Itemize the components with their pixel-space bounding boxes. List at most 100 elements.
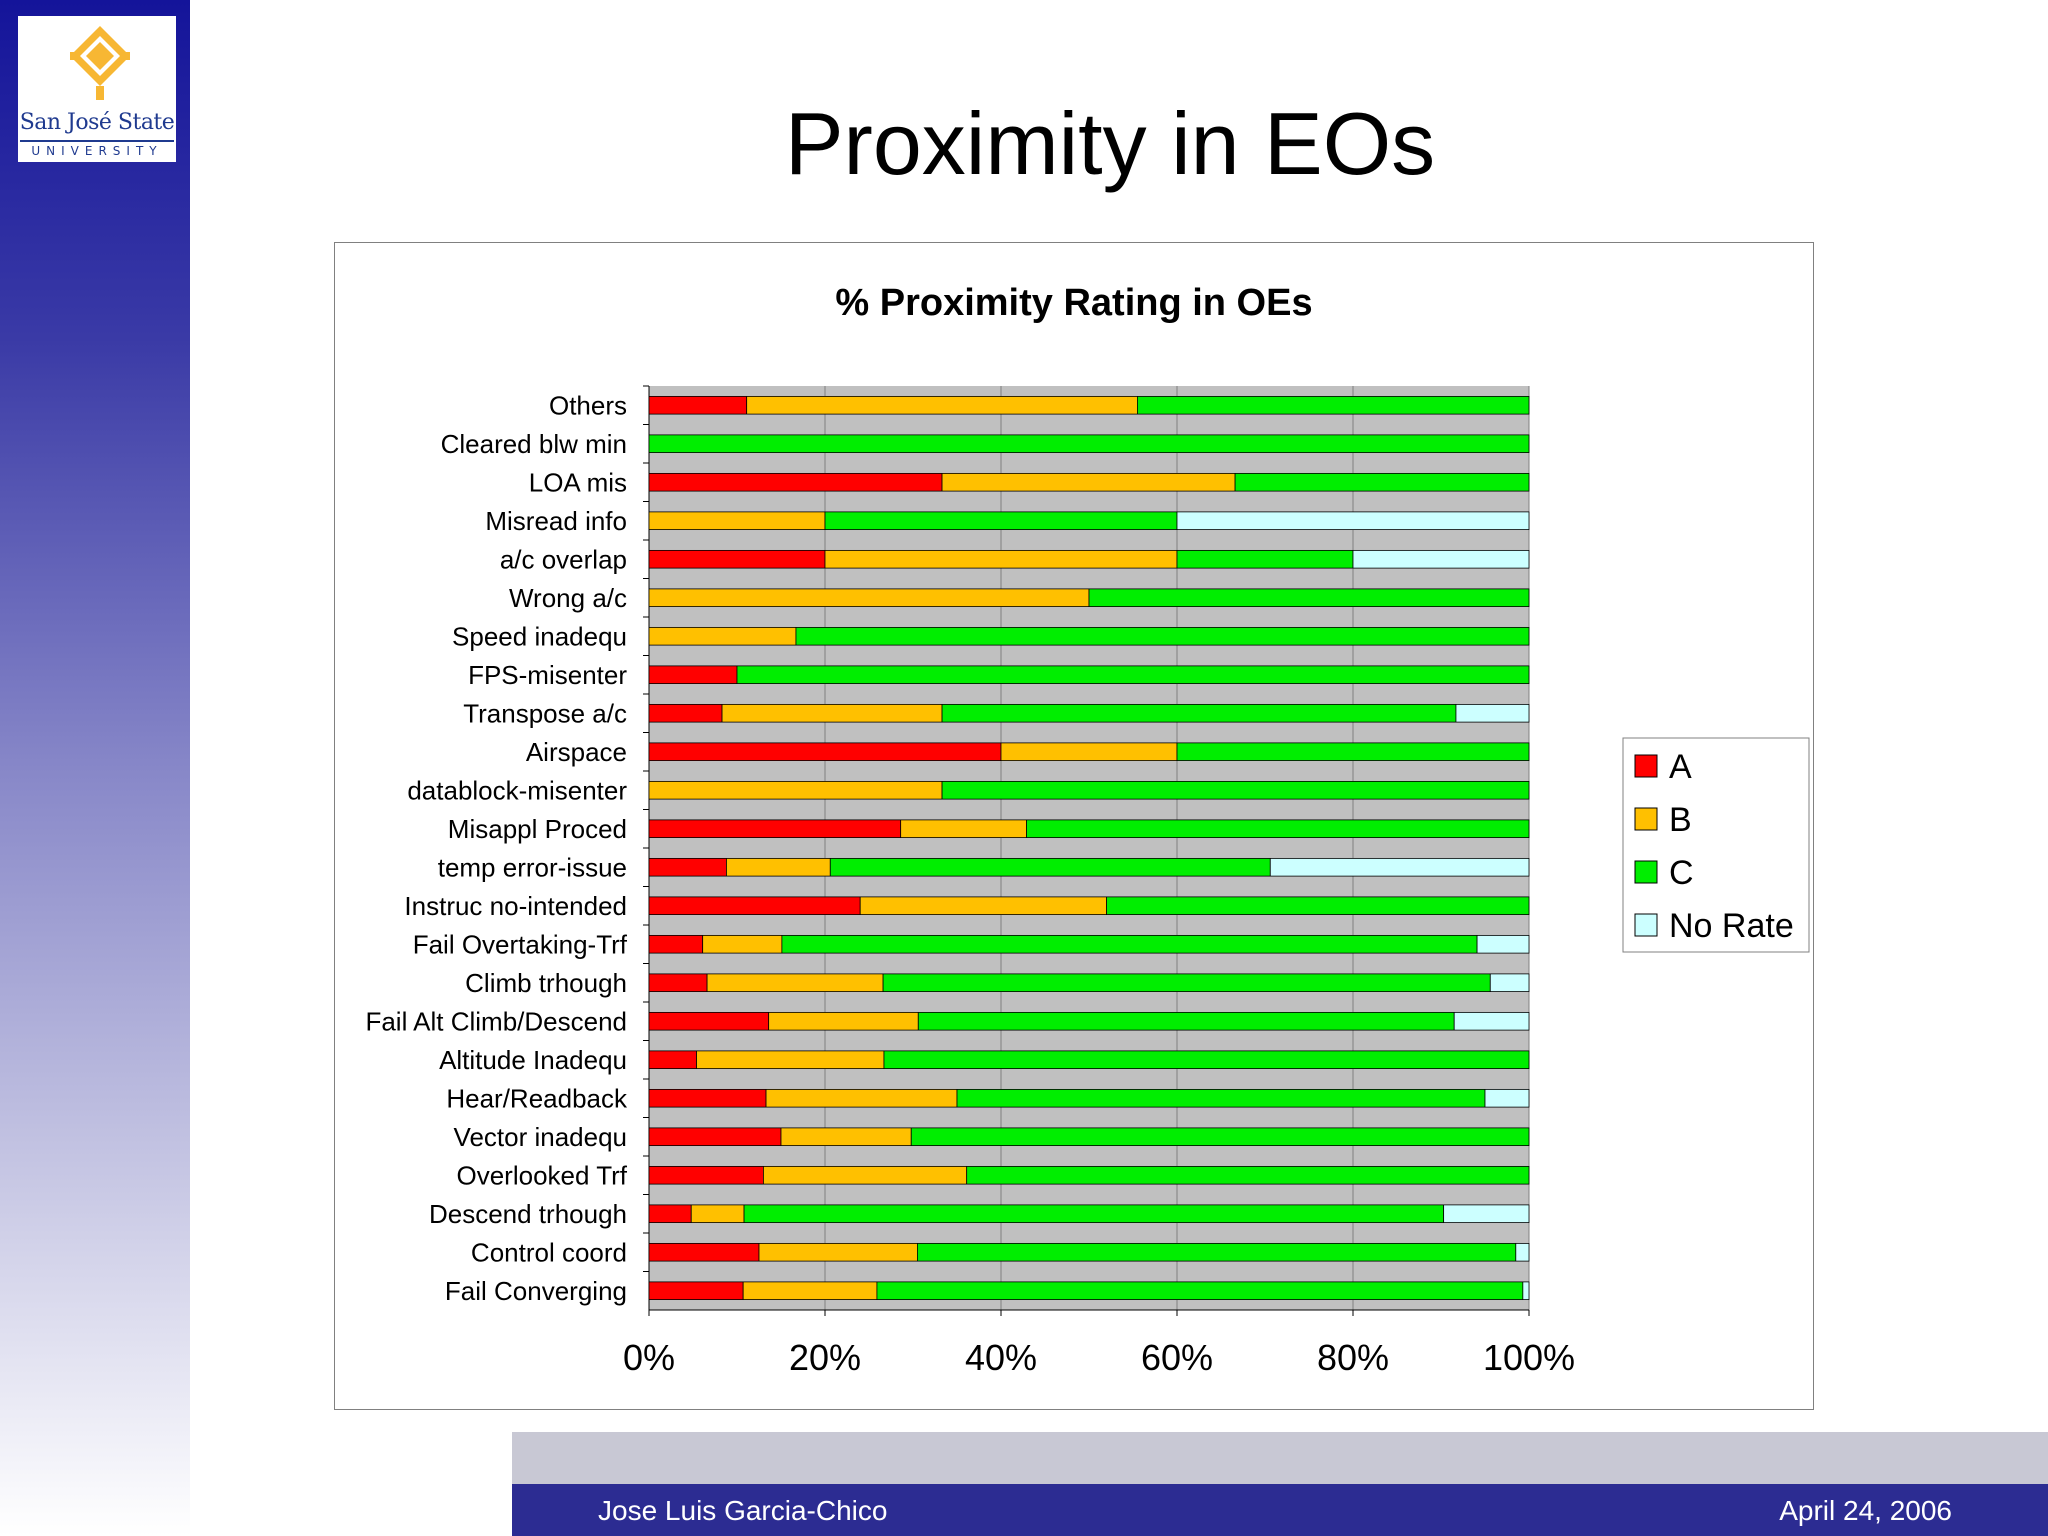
bar-segment xyxy=(941,780,1530,800)
bar-segment xyxy=(696,1050,885,1070)
y-tick-label: datablock-misenter xyxy=(407,775,627,805)
bar-segment xyxy=(1106,896,1530,916)
bar-segment xyxy=(1489,973,1530,993)
bar-segment xyxy=(648,1281,744,1301)
bar-segment xyxy=(742,1281,878,1301)
bar-segment xyxy=(648,588,1090,608)
bar-segment xyxy=(648,1050,697,1070)
x-tick-label: 100% xyxy=(1483,1337,1575,1378)
bar-segment xyxy=(1515,1242,1530,1262)
bar-segment xyxy=(762,1165,968,1185)
y-tick-label: Hear/Readback xyxy=(446,1083,628,1113)
x-tick-label: 20% xyxy=(789,1337,861,1378)
bar-segment xyxy=(1137,395,1530,415)
bar-segment xyxy=(910,1127,1530,1147)
y-tick-label: Control coord xyxy=(471,1237,627,1267)
y-tick-label: Others xyxy=(549,390,627,420)
logo-subtitle: UNIVERSITY xyxy=(20,140,174,160)
bar-segment xyxy=(1269,857,1530,877)
bar-segment xyxy=(859,896,1108,916)
x-tick-label: 40% xyxy=(965,1337,1037,1378)
legend-label: No Rate xyxy=(1669,907,1794,945)
y-tick-label: Wrong a/c xyxy=(509,583,627,613)
y-tick-label: Overlooked Trf xyxy=(456,1160,627,1190)
y-tick-label: LOA mis xyxy=(529,467,627,497)
bar-segment xyxy=(648,857,727,877)
slide-title: Proximity in EOs xyxy=(784,94,1436,193)
chart-frame: % Proximity Rating in OEs 0% 20% 40% 60% 80% 1… xyxy=(334,242,1814,1410)
bar-segment xyxy=(726,857,831,877)
y-tick-label: Fail Overtaking-Trf xyxy=(413,929,628,959)
bar-segment xyxy=(829,857,1271,877)
footer-accent-bar xyxy=(512,1432,2048,1484)
bar-segment xyxy=(648,626,797,646)
bar-segment xyxy=(795,626,1530,646)
bar-segment xyxy=(941,472,1236,492)
bar-segment xyxy=(966,1165,1530,1185)
legend-swatch xyxy=(1634,807,1658,831)
bar-segment xyxy=(824,549,1178,569)
bar-segment xyxy=(1176,511,1530,531)
bar-segment xyxy=(1000,742,1178,762)
bar-segment xyxy=(1484,1088,1530,1108)
sun-emblem-icon xyxy=(70,26,130,100)
y-tick-label: FPS-misenter xyxy=(468,660,627,690)
x-tick-label: 60% xyxy=(1141,1337,1213,1378)
bar-segment xyxy=(746,395,1138,415)
bar-segment xyxy=(648,549,826,569)
bar-segment xyxy=(648,1127,782,1147)
bar-segment xyxy=(1522,1281,1530,1301)
university-logo: San José State UNIVERSITY xyxy=(18,16,176,162)
bar-segment xyxy=(883,1050,1530,1070)
bar-segment xyxy=(648,742,1002,762)
bar-segment xyxy=(648,395,748,415)
plot-area xyxy=(649,386,1529,1310)
bar-segment xyxy=(941,703,1457,723)
y-tick-label: temp error-issue xyxy=(438,852,627,882)
legend-swatch xyxy=(1634,754,1658,778)
bar-segment xyxy=(956,1088,1486,1108)
bar-segment xyxy=(1234,472,1530,492)
bar-segment xyxy=(648,973,708,993)
bar-segment xyxy=(743,1204,1445,1224)
legend-label: C xyxy=(1669,854,1694,892)
bar-segment xyxy=(706,973,884,993)
bar-segment xyxy=(648,780,943,800)
bar-segment xyxy=(648,1242,760,1262)
bar-segment xyxy=(648,896,861,916)
bar-segment xyxy=(780,1127,912,1147)
bar-segment xyxy=(1443,1204,1530,1224)
bar-segment xyxy=(648,819,902,839)
legend-swatch xyxy=(1634,860,1658,884)
y-tick-label: Altitude Inadequ xyxy=(439,1045,627,1075)
y-tick-label: Descend trhough xyxy=(429,1199,627,1229)
footer-date: April 24, 2006 xyxy=(1779,1495,1952,1526)
bar-segment xyxy=(648,1011,770,1031)
y-tick-label: a/c overlap xyxy=(500,544,627,574)
bar-segment xyxy=(736,665,1530,685)
bar-segment xyxy=(702,934,783,954)
bar-segment xyxy=(882,973,1491,993)
bar-segment xyxy=(758,1242,918,1262)
legend-label: A xyxy=(1669,748,1692,786)
bar-segment xyxy=(648,934,704,954)
legend-label: B xyxy=(1669,801,1692,839)
y-tick-label: Transpose a/c xyxy=(463,698,627,728)
bar-segment xyxy=(1176,549,1354,569)
y-tick-label: Instruc no-intended xyxy=(404,891,627,921)
y-tick-label: Climb trhough xyxy=(465,968,627,998)
bar-segment xyxy=(1453,1011,1530,1031)
footer-author: Jose Luis Garcia-Chico xyxy=(598,1495,888,1526)
y-tick-label: Misappl Proced xyxy=(448,814,627,844)
bar-segment xyxy=(781,934,1478,954)
stacked-bar-chart: % Proximity Rating in OEs 0% 20% 40% 60% 80% 1… xyxy=(365,282,1810,1378)
bar-segment xyxy=(1088,588,1530,608)
bar-segment xyxy=(1176,742,1530,762)
bar-segment xyxy=(765,1088,958,1108)
bar-segment xyxy=(1476,934,1530,954)
footer: Jose Luis Garcia-Chico April 24, 2006 xyxy=(512,1484,2048,1536)
bar-segment xyxy=(648,1088,767,1108)
bar-segment xyxy=(690,1204,745,1224)
bar-segment xyxy=(824,511,1178,531)
legend-swatch xyxy=(1634,913,1658,937)
